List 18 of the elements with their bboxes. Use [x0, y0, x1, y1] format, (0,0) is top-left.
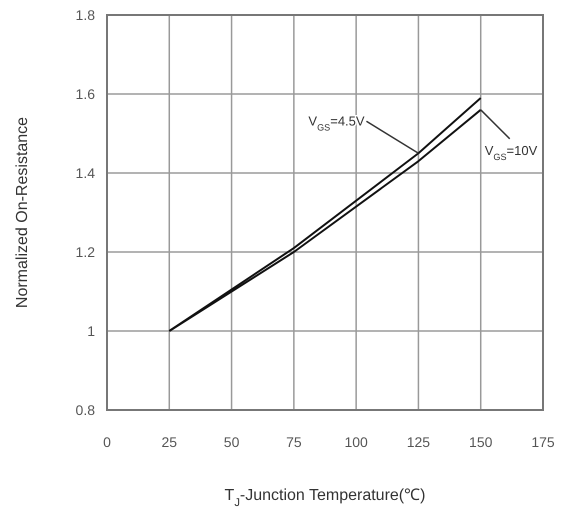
x-tick-label: 175 [531, 434, 555, 450]
y-tick-label: 1.2 [76, 244, 96, 260]
y-tick-label: 1 [87, 323, 96, 339]
x-tick-label: 150 [469, 434, 493, 450]
annotation: V$_{GS}$=4.5V [308, 113, 365, 132]
y-tick-label: 1.8 [76, 7, 96, 23]
x-tick-label: 0 [103, 434, 112, 450]
y-tick-label: 1.4 [76, 165, 96, 181]
y-axis-title: Normalized On-Resistance [14, 116, 31, 308]
x-tick-label: 75 [286, 434, 302, 450]
x-tick-label: 25 [161, 434, 178, 450]
y-tick-label: 0.8 [76, 402, 96, 418]
x-tick-label: 100 [344, 434, 368, 450]
x-tick-label: 50 [224, 434, 240, 450]
annotation: V$_{GS}$=10V [484, 142, 538, 162]
y-tick-label: 1.6 [76, 86, 96, 102]
x-axis-title: T$_{J}$-Junction Temperature(℃) [224, 487, 426, 509]
x-tick-label: 125 [406, 434, 430, 450]
